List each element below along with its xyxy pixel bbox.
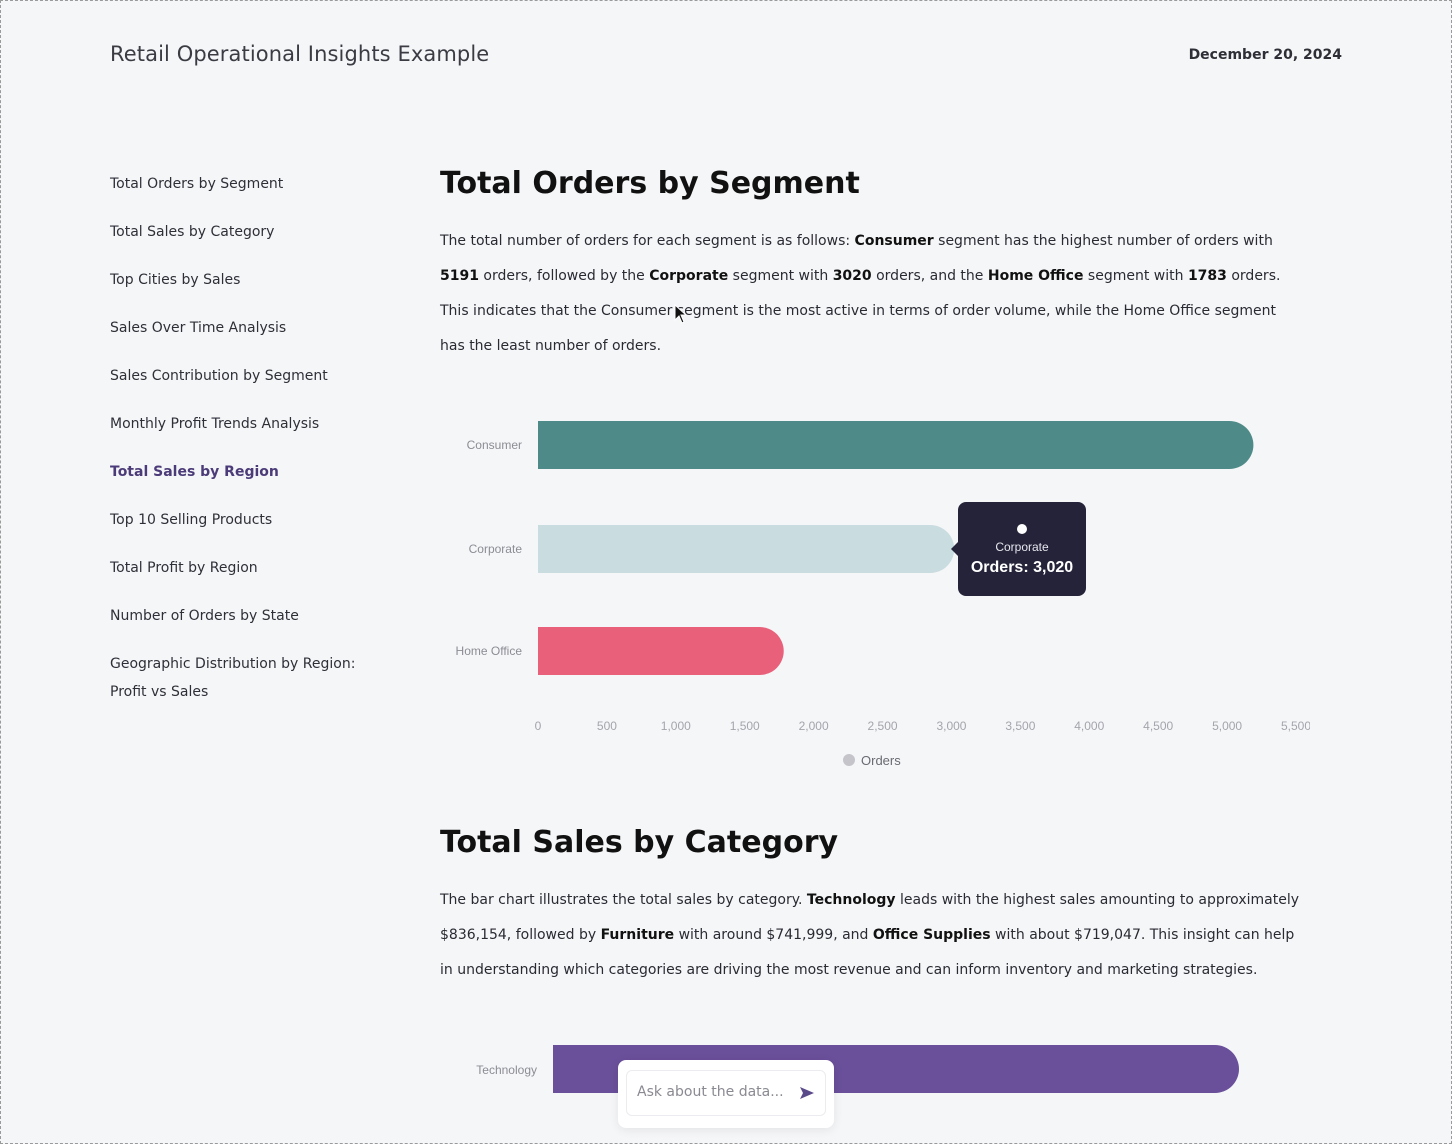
sidebar-item[interactable]: Top Cities by Sales (110, 272, 241, 288)
chart-bar (538, 627, 784, 675)
chart-bar (538, 525, 955, 573)
x-tick-label: 5,500 (1281, 719, 1310, 733)
chart-tooltip: Corporate Orders: 3,020 (951, 502, 1086, 596)
sidebar-item[interactable]: Sales Contribution by Segment (110, 368, 328, 384)
x-tick-label: 2,500 (868, 719, 898, 733)
sidebar-item[interactable]: Total Orders by Segment (110, 176, 284, 192)
x-tick-label: 1,000 (661, 719, 691, 733)
x-tick-label: 4,000 (1074, 719, 1104, 733)
section-description: The bar chart illustrates the total sale… (440, 892, 1299, 978)
x-tick-label: 3,500 (1005, 719, 1035, 733)
sidebar-item[interactable]: Monthly Profit Trends Analysis (110, 416, 320, 432)
sidebar-item[interactable]: Total Sales by Region (110, 464, 279, 480)
category-label: Home Office (456, 644, 523, 658)
tooltip-dot-icon (1017, 524, 1027, 534)
sidebar-item[interactable]: Geographic Distribution by Region: (110, 656, 356, 672)
mouse-pointer-icon (674, 304, 688, 324)
report-date: December 20, 2024 (1188, 47, 1342, 63)
orders-by-segment-chart: Consumer Corporate Home Office 0 500 1,000 1,5… (456, 421, 1310, 768)
x-tick-label: 4,500 (1143, 719, 1173, 733)
legend-marker-icon (843, 754, 855, 766)
tooltip-value: Orders: 3,020 (970, 559, 1074, 576)
section-description: The total number of orders for each segm… (440, 233, 1281, 354)
section-title: Total Sales by Category (440, 825, 839, 860)
x-tick-label: 1,500 (730, 719, 760, 733)
chat-widget: Ask about the data... (618, 1060, 834, 1128)
sidebar-item[interactable]: Total Sales by Category (110, 224, 275, 240)
x-tick-label: 2,000 (799, 719, 829, 733)
x-tick-label: 5,000 (1212, 719, 1242, 733)
sales-by-category-chart: Technology (476, 1045, 1239, 1093)
chat-input[interactable]: Ask about the data... (626, 1070, 826, 1116)
sidebar-item[interactable]: Profit vs Sales (110, 684, 209, 700)
category-label: Corporate (469, 542, 523, 556)
section-title: Total Orders by Segment (440, 166, 860, 201)
x-tick-label: 3,000 (936, 719, 966, 733)
sidebar-item[interactable]: Top 10 Selling Products (110, 512, 273, 528)
send-icon[interactable] (799, 1085, 815, 1101)
tooltip-category: Corporate (995, 540, 1049, 554)
page-title: Retail Operational Insights Example (110, 42, 490, 66)
x-tick-label: 500 (597, 719, 617, 733)
sidebar-item[interactable]: Sales Over Time Analysis (110, 320, 287, 336)
category-label: Consumer (467, 438, 522, 452)
chat-input-placeholder: Ask about the data... (637, 1084, 784, 1100)
sidebar-nav: Total Orders by Segment Total Sales by Ca… (110, 170, 370, 726)
legend-label: Orders (861, 753, 901, 768)
chart-bar (538, 421, 1254, 469)
x-tick-label: 0 (535, 719, 542, 733)
category-label: Technology (476, 1063, 537, 1077)
sidebar-item[interactable]: Total Profit by Region (110, 560, 258, 576)
sidebar-item[interactable]: Number of Orders by State (110, 608, 299, 624)
